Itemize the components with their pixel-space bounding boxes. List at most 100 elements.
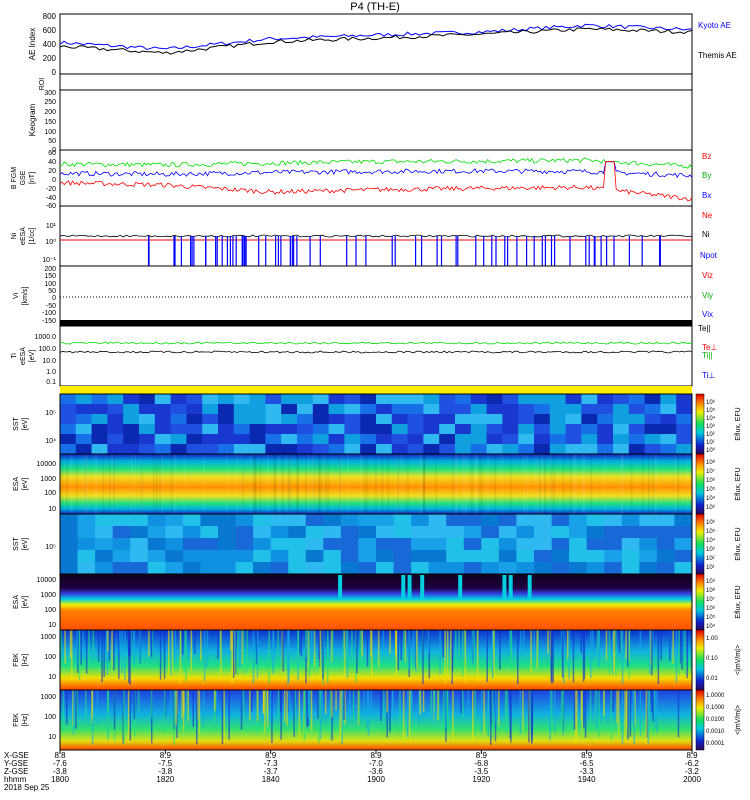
esa-ion-texture [85, 454, 88, 514]
esa-ion-texture [540, 454, 543, 514]
fbk-stripe [476, 630, 479, 682]
sst-electron-cell [376, 514, 395, 526]
ae-series [59, 23, 693, 55]
sst-ion-cell [407, 444, 424, 454]
fbk-stripe [69, 630, 72, 659]
fbk-stripe [310, 630, 313, 650]
sst-ion-cell [249, 404, 266, 414]
fbk-stripe [427, 630, 430, 655]
vi-tick: 50 [48, 288, 56, 295]
sst-ion-cell [581, 394, 598, 404]
footer-label-hhmm: hhmm [4, 775, 27, 784]
fbk-stripe [194, 630, 196, 654]
cbar-tick: 10² [706, 556, 715, 562]
ti-panel [59, 325, 693, 387]
sst-ion-cell [91, 424, 108, 434]
fbk-stripe [233, 630, 236, 662]
sst-ion-cell [249, 434, 266, 444]
sst-electron-cell [481, 562, 500, 574]
footer-value-t: 1920 [472, 775, 490, 784]
roi-panel [59, 73, 693, 91]
sst-electron-cell [534, 550, 553, 562]
sst-ion-cell [249, 414, 266, 424]
esa-electron-cells [338, 575, 532, 599]
esa-ion-texture [501, 454, 503, 514]
fbk-stripe [613, 630, 615, 675]
fbk-stripe [304, 690, 306, 714]
sst-ion-cell [218, 394, 235, 404]
sst-electron-cell [165, 550, 184, 562]
fbk-stripe [651, 690, 653, 713]
fbk-stripe [269, 690, 272, 723]
fbk-stripe [590, 630, 592, 679]
sst-ion-cell [423, 394, 440, 404]
sst-ion-cell [265, 434, 282, 444]
sst-electron-cell [428, 550, 447, 562]
fbk-stripe [309, 690, 311, 719]
ni-line [59, 234, 693, 238]
sst-electron-cell [95, 526, 114, 538]
legend-ne: Ne [702, 211, 713, 220]
esa-ion-texture [406, 454, 409, 514]
fbk-stripe [303, 690, 306, 741]
sst-ion-ylabel: [eV] [22, 418, 29, 431]
fbk-stripe [603, 690, 605, 716]
cbar-tick: 10⁴ [706, 623, 716, 630]
fbk-stripe [594, 690, 597, 729]
fbk-stripe [608, 630, 611, 675]
fbk-stripe [486, 630, 488, 682]
sst-ion-cell [518, 394, 535, 404]
sst-ion-cell [75, 444, 93, 454]
sst-electron-cell [551, 562, 570, 574]
sst-electron-cell [165, 514, 184, 526]
sst-electron-cell [551, 526, 570, 538]
sst-electron-cell [130, 514, 149, 526]
sst-ion-cell [549, 394, 567, 404]
sst-electron-cell [498, 562, 517, 574]
sst-ion-cell [360, 404, 377, 414]
sst-electron-cell [77, 562, 96, 574]
sst-ion-cell [91, 404, 108, 414]
esa-electron-spike [420, 575, 425, 599]
sst-ion-cell [202, 414, 219, 424]
fbk-stripe [181, 690, 183, 719]
fbk-stripe [653, 690, 656, 722]
sst-electron-cell [604, 562, 623, 574]
sst-electron-cell [253, 550, 272, 562]
sst-electron-cell [235, 562, 254, 574]
sst-ion-cell [328, 404, 345, 414]
cbar-tick: 0.01 [706, 676, 718, 682]
sst-ion-cell [281, 434, 298, 444]
bfgm-line-bx [59, 161, 693, 202]
sst-ion-cell [360, 394, 377, 404]
fbk-stripe [288, 690, 290, 721]
sst-electron-cell [60, 538, 79, 550]
fbk-stripe [342, 630, 345, 654]
sst-electron-cell [551, 514, 570, 526]
esa-ion-texture [463, 454, 466, 514]
sst-electron-cell [569, 562, 588, 574]
sst-electron-cell [200, 562, 219, 574]
fbk-stripe [111, 630, 113, 668]
sst-electron-cell [305, 514, 324, 526]
fbk-stripe [615, 630, 617, 676]
sst-ion-cell [628, 394, 646, 404]
sst-electron-cell [270, 562, 289, 574]
fbk-stripe [551, 690, 553, 731]
sst-electron-cell [165, 562, 184, 574]
sst-electron-cell [586, 514, 605, 526]
ni-series [59, 234, 693, 266]
fbk-stripe [280, 690, 282, 713]
sst-ion-cell [597, 424, 614, 434]
fbk-stripe [677, 690, 680, 738]
sst-ion-cell [202, 404, 219, 414]
sst-electron-cell [112, 562, 131, 574]
esa-ion-texture [525, 454, 528, 514]
fbk-stripe [308, 630, 311, 678]
ni-tick: 10⁻¹ [42, 257, 56, 264]
esa-ion-texture [604, 454, 607, 514]
ti-ylabel: Ti [11, 353, 18, 359]
sst-ion-cell [107, 424, 124, 434]
sst-electron-cell [463, 538, 482, 550]
bfgm-ylabel: GSE [20, 170, 27, 185]
